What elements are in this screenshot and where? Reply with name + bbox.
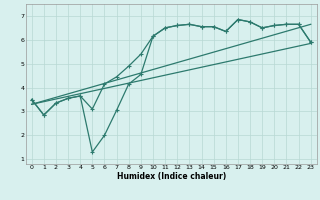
X-axis label: Humidex (Indice chaleur): Humidex (Indice chaleur) [116,172,226,181]
